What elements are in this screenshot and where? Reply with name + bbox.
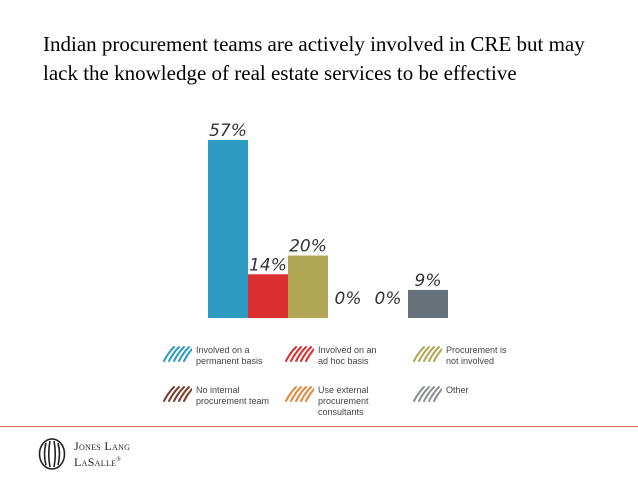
bar-involved-on-an-ad-hoc-basis [248, 274, 288, 318]
legend-item-not-involved: Procurement is not involved [412, 345, 507, 367]
data-label-use-external-procurement-consultants: 0% [375, 289, 402, 309]
legend-label: Other [446, 385, 469, 395]
logo-mark: ® [116, 457, 122, 463]
chart-legend: Involved on a permanent basis Involved o… [162, 345, 522, 425]
legend-label: Involved on an ad hoc basis [318, 345, 377, 366]
data-label-involved-on-an-ad-hoc-basis: 14% [249, 255, 287, 275]
legend-swatch-icon [285, 346, 314, 362]
data-label-procurement-is-not-involved: 20% [289, 237, 327, 257]
logo-line-1: Jones Lang [74, 439, 131, 453]
legend-swatch-icon [413, 346, 442, 362]
legend-label: Procurement is not involved [446, 345, 507, 366]
legend-swatch-icon [413, 386, 442, 402]
data-label-other: 9% [415, 271, 442, 291]
data-label-involved-on-a-permanent-basis: 57% [209, 121, 247, 141]
legend-swatch-icon [285, 386, 314, 402]
bar-involved-on-a-permanent-basis [208, 140, 248, 318]
bar-other [408, 289, 448, 318]
legend-label: No internal procurement team [196, 385, 270, 406]
data-label-no-internal-procurement-team: 0% [335, 289, 362, 309]
company-logo: Jones Lang LaSalle® [38, 438, 130, 470]
legend-item-permanent: Involved on a permanent basis [162, 345, 263, 367]
bar-procurement-is-not-involved [288, 255, 328, 318]
legend-item-external-consultants: Use external procurement consultants [284, 385, 369, 418]
legend-item-other: Other [412, 385, 469, 403]
logo-line-2: LaSalle [74, 455, 117, 469]
jll-emblem-icon [38, 438, 66, 470]
legend-swatch-icon [163, 386, 192, 402]
legend-label: Use external procurement consultants [318, 385, 369, 417]
legend-swatch-icon [163, 346, 192, 362]
legend-item-no-internal-team: No internal procurement team [162, 385, 269, 407]
footer-rule [0, 426, 638, 427]
legend-label: Involved on a permanent basis [196, 345, 263, 366]
legend-item-ad-hoc: Involved on an ad hoc basis [284, 345, 377, 367]
slide-title: Indian procurement teams are actively in… [43, 32, 585, 85]
